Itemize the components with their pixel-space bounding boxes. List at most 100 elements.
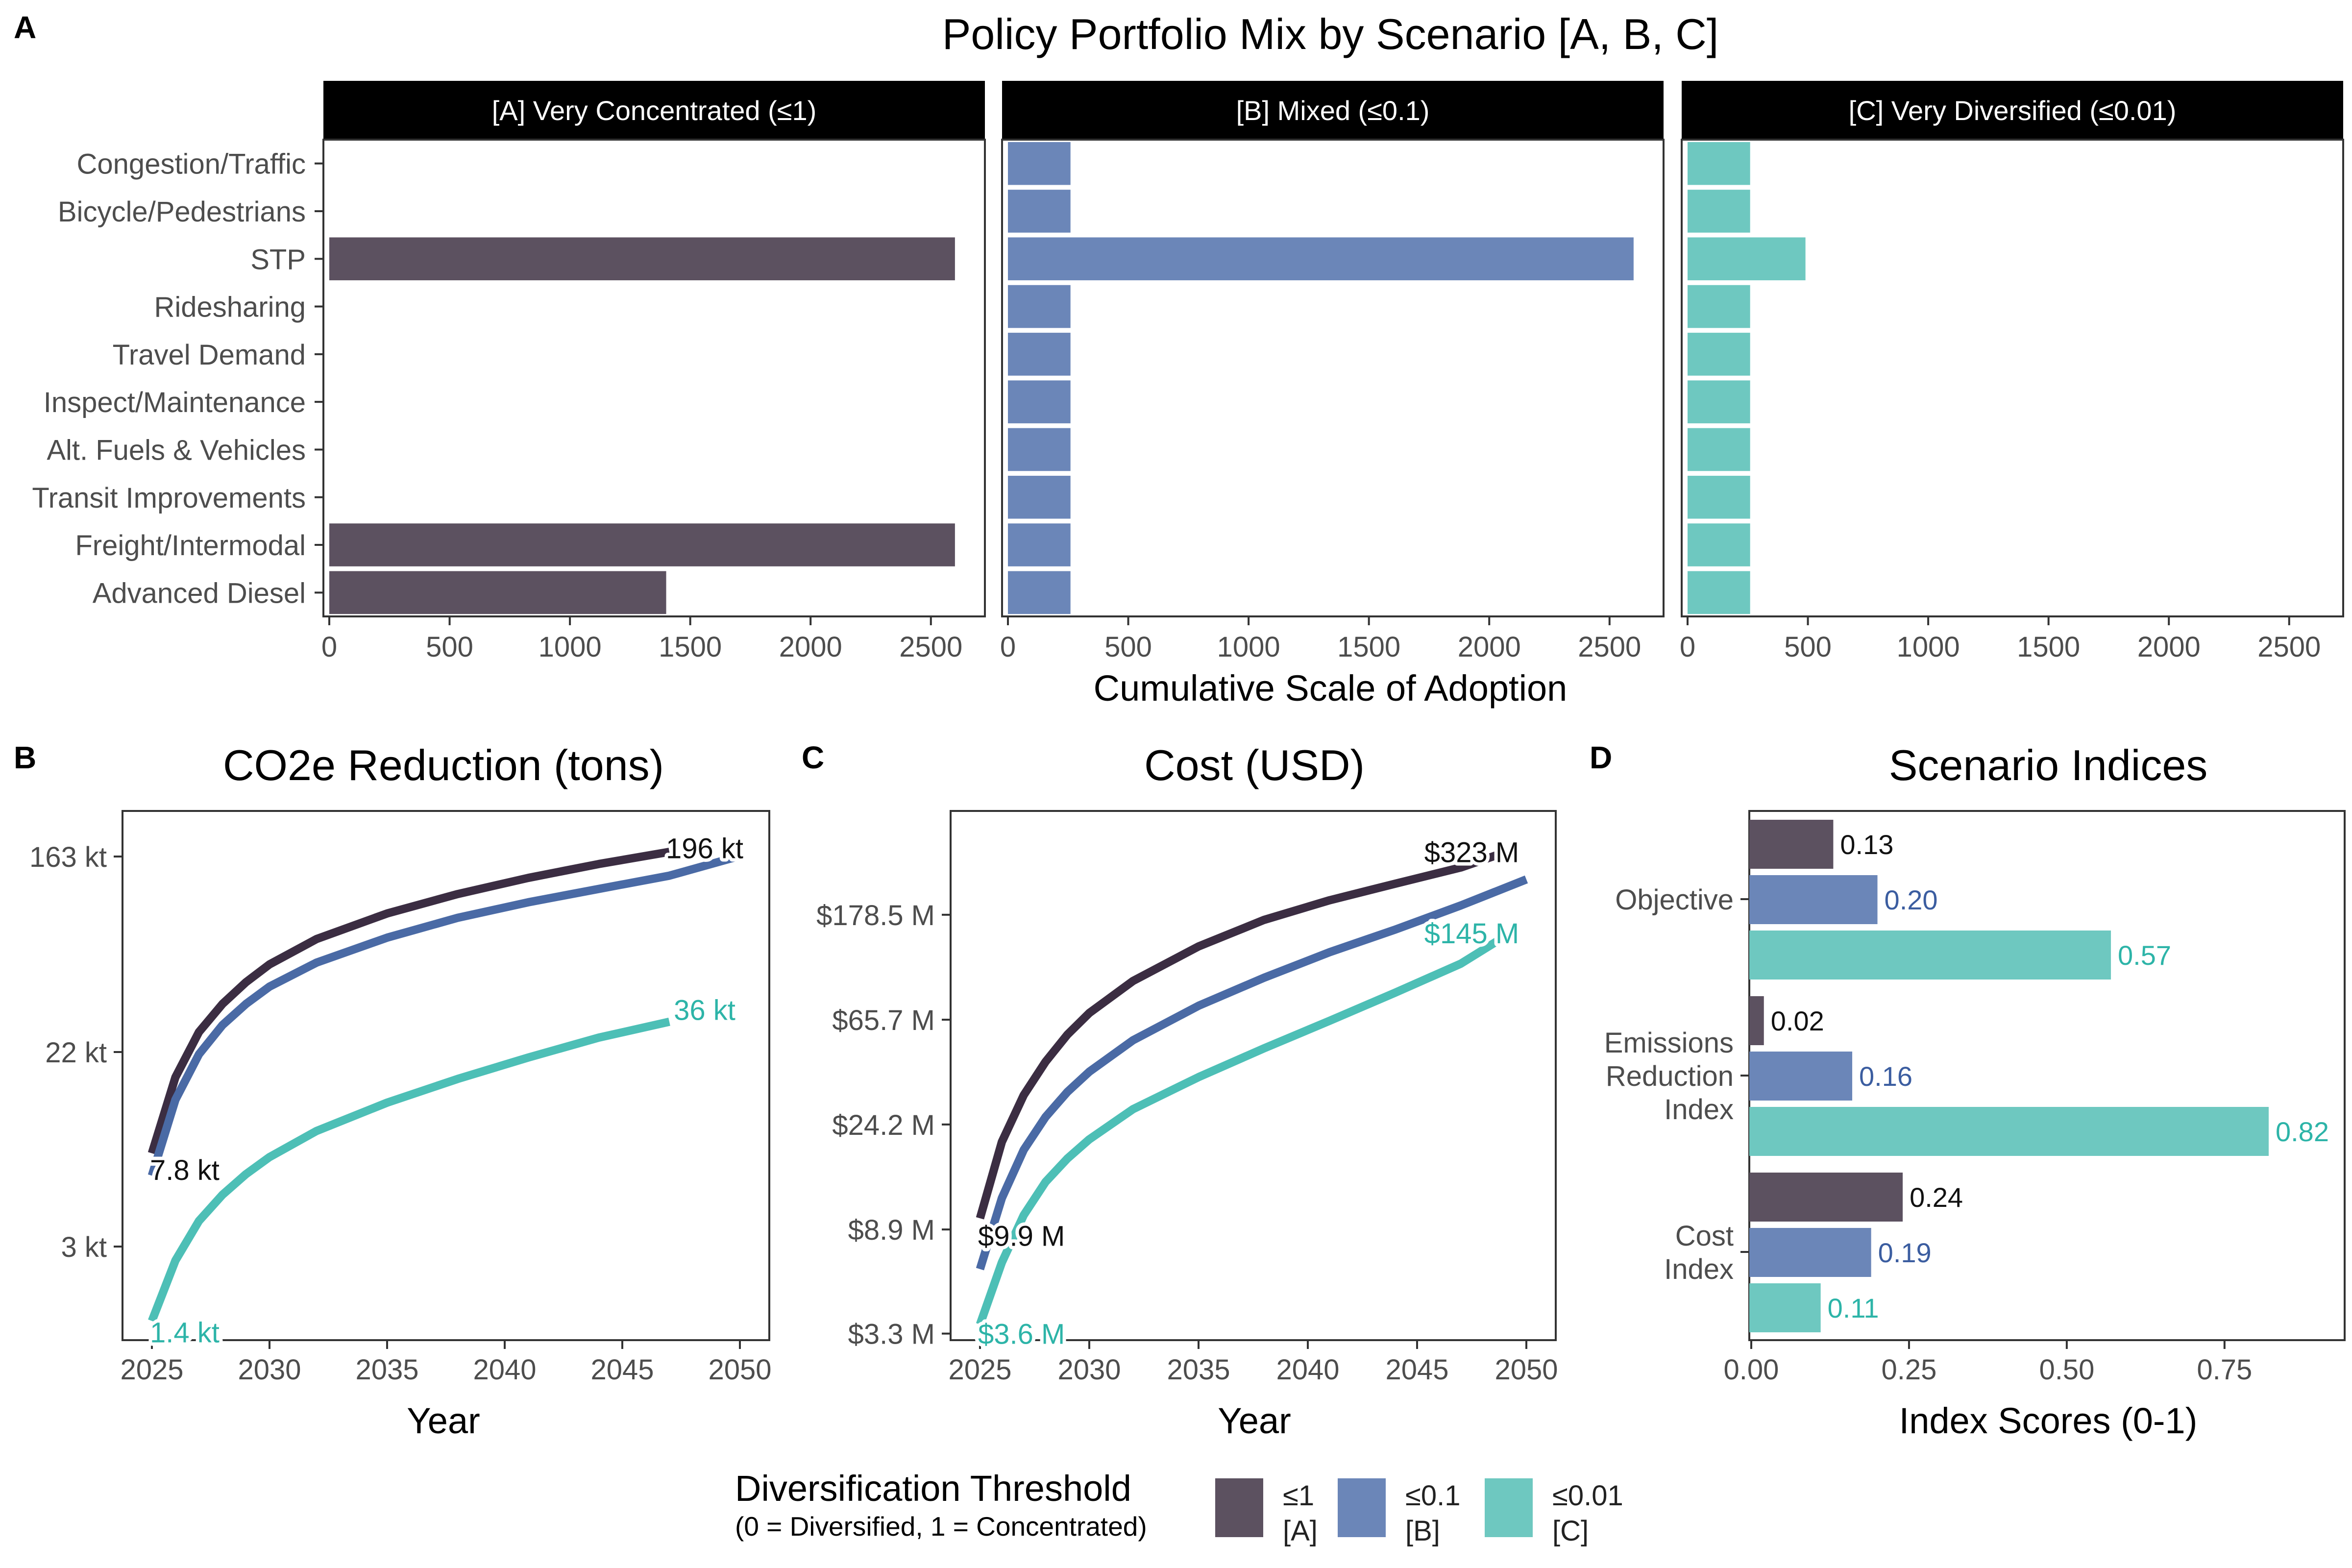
panel-d-plot: 0.13 0.20 0.57 Objective 0.02 0.16 0.82 Emissio… <box>1604 810 2346 1386</box>
plot-frame <box>950 810 1557 1341</box>
legend-label-c-line2: [C] <box>1552 1515 1589 1547</box>
x-tick-label: 1000 <box>1217 631 1280 663</box>
bar <box>1008 475 1071 519</box>
series-line-b <box>976 875 1528 1271</box>
bar <box>1688 523 1750 566</box>
facet-strip-label: [B] Mixed (≤0.1) <box>1236 95 1430 126</box>
legend-label-c-line1: ≤0.01 <box>1552 1480 1623 1512</box>
bar-b <box>1749 1228 1871 1277</box>
category-label: Bicycle/Pedestrians <box>58 196 306 228</box>
y-tick-label: $178.5 M <box>816 900 935 931</box>
data-label: $323 M <box>1424 837 1519 869</box>
bar-a <box>1749 1173 1903 1222</box>
bar-c <box>1749 1107 2269 1156</box>
x-tick-label: 2050 <box>1494 1354 1558 1386</box>
series-line-c <box>148 1017 670 1323</box>
facet-strip-label: [C] Very Diversified (≤0.01) <box>1849 95 2177 126</box>
data-label: 0.02 <box>1771 1005 1824 1036</box>
x-tick-label: 0 <box>1680 631 1695 663</box>
legend-label-c: ≤0.01 [C] <box>1552 1478 1623 1549</box>
panel-c-xlabel: Year <box>1218 1400 1291 1441</box>
legend-subtitle: (0 = Diversified, 1 = Concentrated) <box>735 1511 1147 1542</box>
panel-tag-d: D <box>1590 740 1612 775</box>
series-line-a <box>976 848 1506 1220</box>
data-label: $9.9 M <box>978 1220 1065 1252</box>
panel-b-xlabel: Year <box>407 1400 480 1441</box>
series-line-b <box>147 852 741 1177</box>
data-label: 0.11 <box>1828 1293 1879 1323</box>
panel-c-plot: $3.3 M $8.9 M $24.2 M $65.7 M $178.5 M 2025 20… <box>816 810 1558 1386</box>
panel-d-title: Scenario Indices <box>1889 741 2208 789</box>
x-tick-label: 2050 <box>708 1354 771 1386</box>
data-label: 7.8 kt <box>150 1154 220 1186</box>
panel-tag-a: A <box>14 10 36 45</box>
x-tick-label: 500 <box>1104 631 1152 663</box>
y-tick-label: $65.7 M <box>832 1004 935 1036</box>
x-tick-label: 0.50 <box>2039 1354 2094 1386</box>
x-tick-label: 2000 <box>779 631 842 663</box>
category-label: Alt. Fuels & Vehicles <box>47 434 306 466</box>
category-label: Transit Improvements <box>32 482 306 514</box>
bar <box>1688 428 1750 471</box>
bar <box>1688 237 1806 281</box>
panel-d-xlabel: Index Scores (0-1) <box>1899 1400 2198 1441</box>
x-tick-label: 1500 <box>659 631 722 663</box>
bar <box>1008 190 1071 233</box>
facet-strip <box>1682 81 2343 140</box>
bar-a <box>1749 820 1834 869</box>
group-label: Objective <box>1615 884 1734 916</box>
x-tick-label: 2500 <box>899 631 962 663</box>
category-label: Congestion/Traffic <box>77 148 306 180</box>
bar <box>1008 523 1071 566</box>
bar-b <box>1749 1052 1853 1101</box>
x-tick-label: 1500 <box>2017 631 2080 663</box>
bar <box>1008 333 1071 376</box>
data-label: 0.16 <box>1859 1061 1912 1092</box>
x-tick-label: 1000 <box>1897 631 1960 663</box>
data-label: 36 kt <box>674 994 735 1026</box>
legend-label-b-line1: ≤0.1 <box>1405 1480 1461 1512</box>
plot-frame <box>122 810 770 1341</box>
bar-a <box>1749 996 1764 1045</box>
bar-c <box>1749 931 2111 980</box>
data-label: 1.4 kt <box>150 1317 220 1348</box>
y-tick-label: $24.2 M <box>832 1109 935 1141</box>
bar <box>329 237 955 281</box>
y-tick-label: 163 kt <box>29 841 107 873</box>
y-tick-label: $3.3 M <box>848 1319 935 1350</box>
bar <box>1008 237 1634 281</box>
facet-strip <box>1002 81 1664 140</box>
panel-a-xlabel: Cumulative Scale of Adoption <box>1094 668 1568 709</box>
facet-strip-label: [A] Very Concentrated (≤1) <box>492 95 817 126</box>
bar <box>1008 285 1071 328</box>
y-tick-label: 3 kt <box>61 1231 107 1263</box>
panel-a-plot: [A] Very Concentrated (≤1) 0 500 1000 1500 20… <box>32 81 2344 663</box>
category-label: Inspect/Maintenance <box>44 387 306 418</box>
legend-label-b-line2: [B] <box>1405 1515 1440 1547</box>
x-tick-label: 2000 <box>2137 631 2201 663</box>
x-tick-label: 2040 <box>473 1354 536 1386</box>
x-tick-label: 2035 <box>1167 1354 1230 1386</box>
category-label: Freight/Intermodal <box>75 530 306 562</box>
x-tick-label: 2040 <box>1276 1354 1339 1386</box>
bar <box>1008 142 1071 185</box>
data-label: 0.13 <box>1840 829 1893 860</box>
bar <box>1008 380 1071 423</box>
legend-title: Diversification Threshold <box>735 1468 1131 1509</box>
category-label: Ridesharing <box>154 292 306 323</box>
series-line-c <box>976 933 1507 1326</box>
bar <box>1688 285 1750 328</box>
panel-c-title: Cost (USD) <box>1144 741 1365 789</box>
panel-a-title: Policy Portfolio Mix by Scenario [A, B, … <box>942 10 1719 58</box>
x-tick-label: 0.25 <box>1881 1354 1936 1386</box>
legend-key-c <box>1485 1478 1533 1537</box>
group-label: Index <box>1664 1253 1734 1285</box>
data-label: 0.24 <box>1910 1182 1963 1213</box>
panel-tag-c: C <box>802 740 824 775</box>
bar <box>1688 571 1750 614</box>
bar <box>1688 380 1750 423</box>
x-tick-label: 2500 <box>1578 631 1641 663</box>
bar <box>1688 333 1750 376</box>
legend-label-a-line1: ≤1 <box>1283 1480 1315 1512</box>
x-tick-label: 2035 <box>355 1354 418 1386</box>
